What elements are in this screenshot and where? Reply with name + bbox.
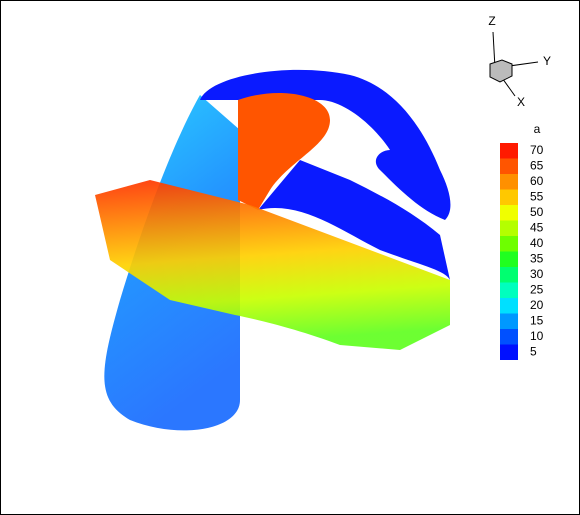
legend-swatch xyxy=(500,251,518,267)
axis-label: Z xyxy=(488,14,495,28)
axis-label: X xyxy=(517,95,525,109)
slab-surface xyxy=(95,180,450,350)
legend-label: 15 xyxy=(530,313,544,327)
legend-swatch xyxy=(500,205,518,221)
legend-label: 70 xyxy=(530,143,544,157)
axis-label: Y xyxy=(543,54,551,68)
legend-title: a xyxy=(534,122,541,136)
legend-label: 45 xyxy=(530,220,544,234)
legend-label: 50 xyxy=(530,205,544,219)
legend-label: 40 xyxy=(530,236,544,250)
legend-label: 35 xyxy=(530,251,544,265)
legend-swatch xyxy=(500,174,518,190)
surface-plot xyxy=(95,69,451,431)
legend-swatch xyxy=(500,344,518,360)
legend-swatch xyxy=(500,329,518,345)
legend-label: 55 xyxy=(530,189,544,203)
blue-sheet xyxy=(200,69,451,221)
legend-label: 25 xyxy=(530,282,544,296)
legend-label: 30 xyxy=(530,267,544,281)
blue-wall xyxy=(258,160,450,280)
legend-swatch xyxy=(500,313,518,329)
legend-swatch xyxy=(500,189,518,205)
axis-triad: Z Y X xyxy=(488,14,551,109)
triad-cube xyxy=(489,59,513,83)
legend-swatch xyxy=(500,267,518,283)
red-sheet xyxy=(238,92,330,210)
legend-swatch xyxy=(500,220,518,236)
legend-label: 5 xyxy=(530,344,537,358)
legend-swatch xyxy=(500,158,518,174)
legend-label: 65 xyxy=(530,158,544,172)
legend-label: 60 xyxy=(530,174,544,188)
legend-swatch xyxy=(500,236,518,252)
legend-label: 10 xyxy=(530,329,544,343)
legend-swatch xyxy=(500,282,518,298)
legend-swatch xyxy=(500,298,518,314)
legend-swatch xyxy=(500,143,518,159)
legend-label: 20 xyxy=(530,298,544,312)
